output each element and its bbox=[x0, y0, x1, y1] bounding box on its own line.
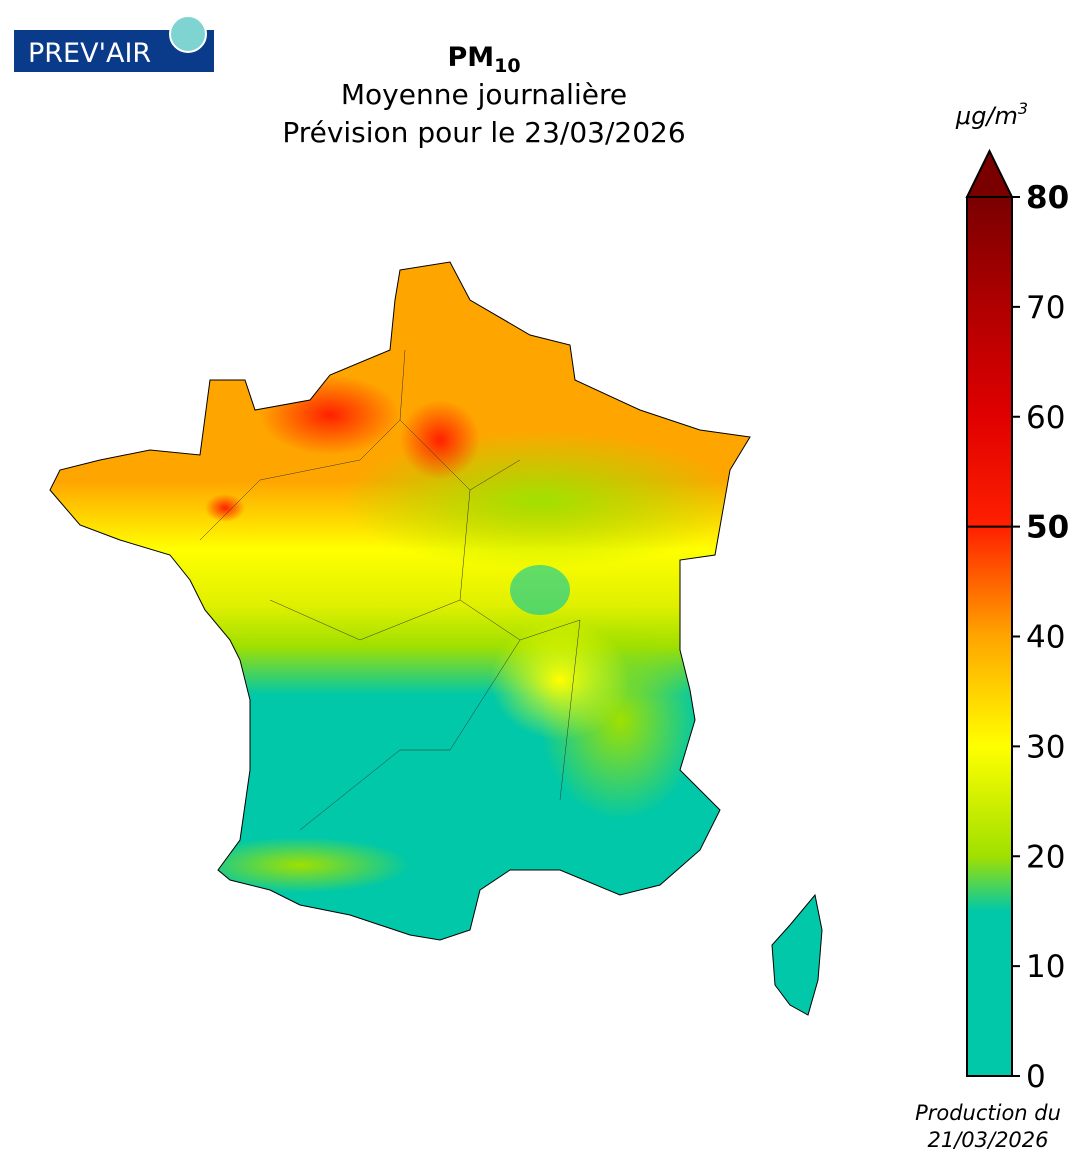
title: PM10 bbox=[447, 42, 520, 77]
unit-sup: 3 bbox=[1018, 99, 1028, 118]
tick-label: 70 bbox=[1026, 290, 1065, 326]
colorbar-extension bbox=[965, 148, 1014, 198]
unit-base: μg/m bbox=[955, 102, 1018, 130]
subtitle: Prévision pour le 23/03/2026 bbox=[282, 116, 685, 149]
subtitle: Moyenne journalière bbox=[341, 78, 627, 111]
title-main: PM bbox=[447, 42, 494, 73]
map bbox=[49, 261, 823, 1016]
tick-label: 40 bbox=[1026, 620, 1065, 656]
tick-label: 10 bbox=[1026, 949, 1065, 985]
colorbar-body bbox=[966, 196, 1013, 1077]
tick-label: 50 bbox=[1026, 510, 1069, 546]
title-sub: 10 bbox=[494, 55, 520, 77]
tick-label: 60 bbox=[1026, 400, 1065, 436]
tick-label: 80 bbox=[1026, 180, 1069, 216]
logo: PREV'AIR bbox=[14, 15, 214, 72]
footer: 21/03/2026 bbox=[927, 1128, 1048, 1152]
logo-text: PREV'AIR bbox=[28, 38, 151, 69]
footer: Production du bbox=[915, 1101, 1061, 1125]
tick-label: 20 bbox=[1026, 839, 1065, 875]
colorbar-unit: μg/m3 bbox=[955, 99, 1028, 130]
tick-label: 0 bbox=[1026, 1059, 1046, 1095]
tick-label: 30 bbox=[1026, 729, 1065, 765]
colorbar: μg/m3 0 10 20 30 40 50 60 70 80 bbox=[955, 99, 1069, 1095]
